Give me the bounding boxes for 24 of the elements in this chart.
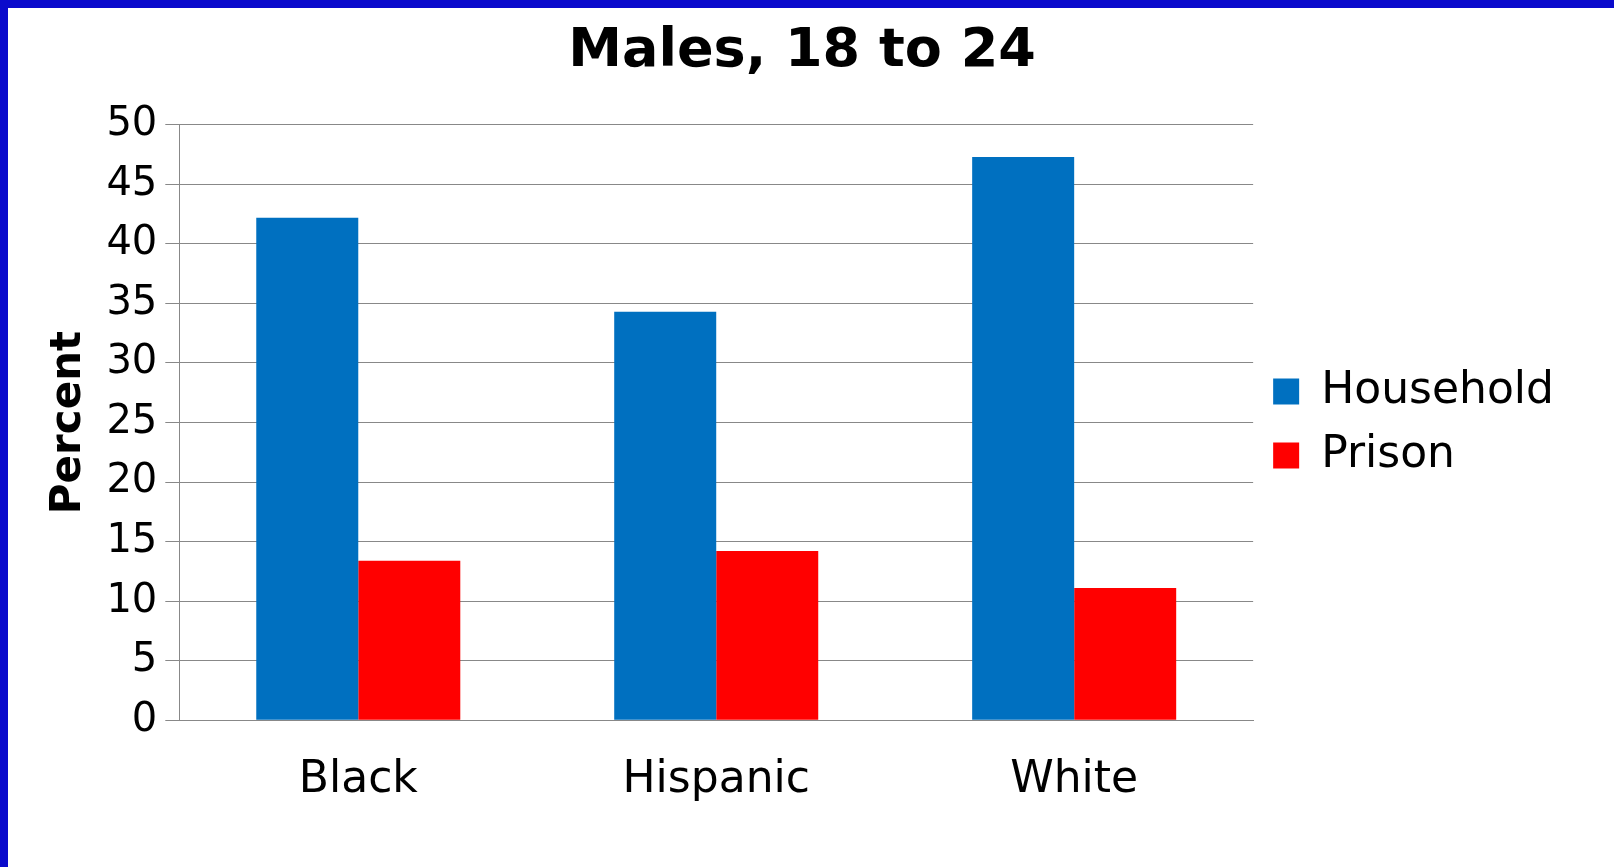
x-tick-label: Black [298,751,419,803]
bar [614,311,717,720]
legend-label: Household [1321,361,1555,413]
y-axis-title: Percent [41,330,91,515]
y-tick-label: 25 [106,395,158,442]
y-tick-label: 15 [106,514,158,561]
bar [972,156,1075,720]
x-tick-label: Hispanic [622,751,810,803]
y-tick-label: 0 [131,693,158,740]
chart-title: Males, 18 to 24 [568,16,1036,80]
y-tick-label: 20 [106,455,158,502]
legend-label: Prison [1321,425,1455,477]
bar [716,551,819,720]
x-tick-label: White [1010,751,1139,803]
y-tick-label: 5 [131,634,158,681]
bar [358,560,461,720]
y-tick-label: 50 [106,98,158,145]
y-tick-label: 35 [106,276,158,323]
y-tick-label: 45 [106,157,158,204]
y-tick-label: 40 [106,217,158,264]
y-tick-label: 30 [106,336,158,383]
y-tick-label: 10 [106,574,158,621]
bar [256,217,359,720]
bar [1074,588,1177,720]
